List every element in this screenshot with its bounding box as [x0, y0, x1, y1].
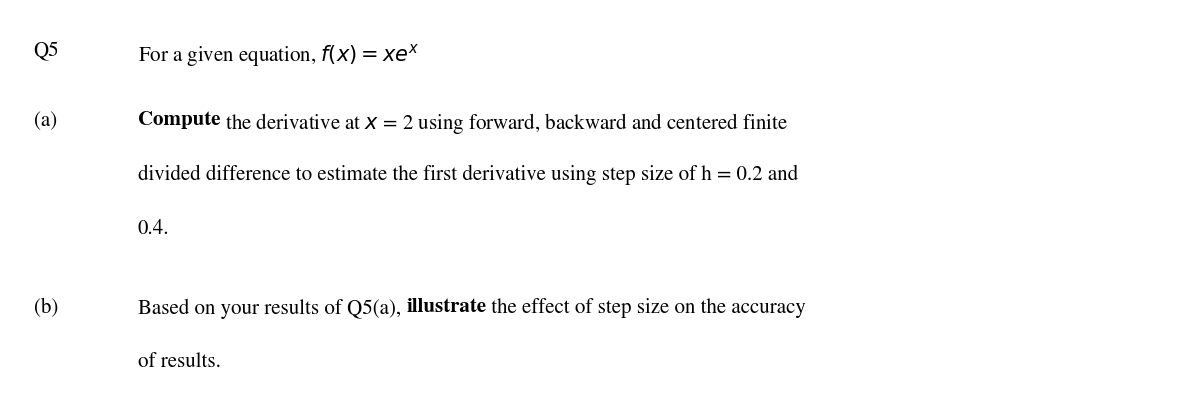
Text: Q5: Q5: [34, 42, 59, 62]
Text: illustrate: illustrate: [407, 298, 486, 316]
Text: of results.: of results.: [138, 352, 221, 372]
Text: (a): (a): [34, 111, 56, 131]
Text: 0.4.: 0.4.: [138, 219, 169, 239]
Text: divided difference to estimate the first derivative using step size of h = 0.2 a: divided difference to estimate the first…: [138, 165, 798, 185]
Text: Based on your results of Q5(a),: Based on your results of Q5(a),: [138, 298, 407, 319]
Text: For a given equation, $f(x) = xe^x$: For a given equation, $f(x) = xe^x$: [138, 42, 419, 69]
Text: (b): (b): [34, 298, 58, 318]
Text: the derivative at $x$ = 2 using forward, backward and centered finite: the derivative at $x$ = 2 using forward,…: [221, 111, 788, 137]
Text: the effect of step size on the accuracy: the effect of step size on the accuracy: [486, 298, 806, 318]
Text: Compute: Compute: [138, 111, 221, 129]
